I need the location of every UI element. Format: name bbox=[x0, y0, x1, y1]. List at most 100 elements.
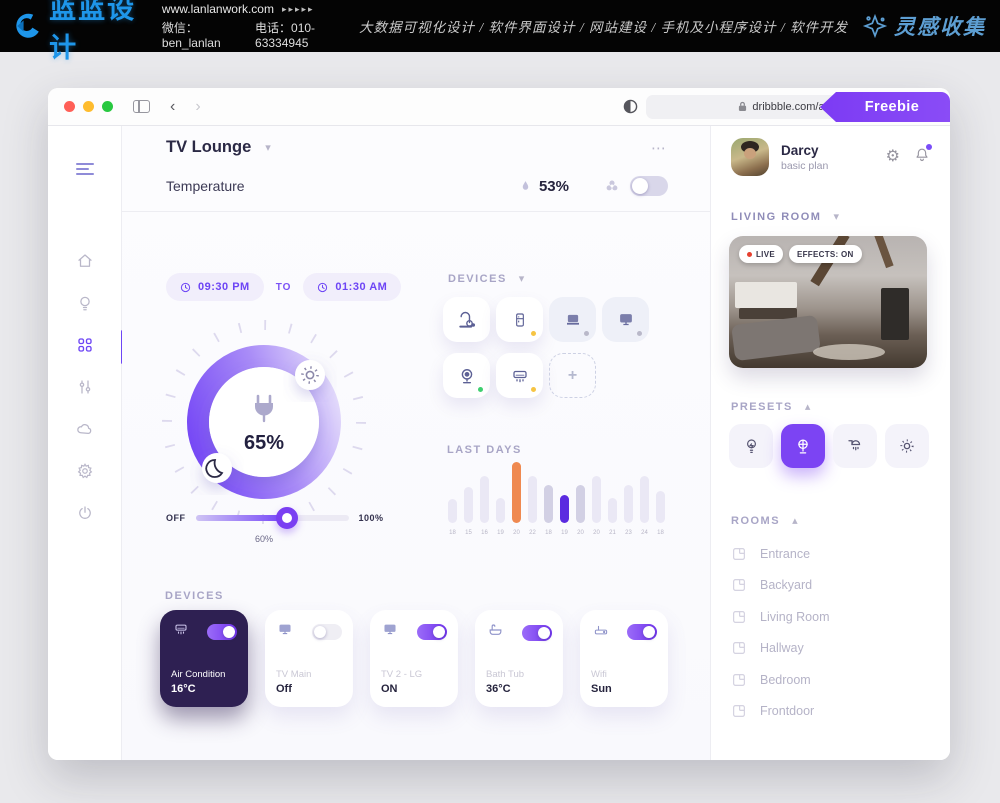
device-card-wifi[interactable]: Wifi Sun bbox=[580, 610, 668, 707]
room-item-living-room[interactable]: Living Room bbox=[731, 601, 934, 633]
back-button[interactable]: ‹ bbox=[170, 97, 176, 115]
room-item-bedroom[interactable]: Bedroom bbox=[731, 664, 934, 696]
chart-bar bbox=[656, 491, 665, 523]
traffic-lights bbox=[64, 101, 113, 112]
device-toggle[interactable] bbox=[627, 624, 657, 640]
room-item-backyard[interactable]: Backyard bbox=[731, 570, 934, 602]
nav-lights[interactable] bbox=[48, 282, 122, 324]
sparkle-icon bbox=[862, 13, 888, 39]
nav-settings-sliders[interactable] bbox=[48, 366, 122, 408]
room-plan-icon bbox=[733, 673, 745, 686]
slider-track[interactable] bbox=[195, 507, 349, 529]
last-days-bars bbox=[448, 457, 665, 523]
preset-sun[interactable] bbox=[885, 424, 929, 468]
device-toggle[interactable] bbox=[312, 624, 342, 640]
lanlan-logo[interactable]: 蓝蓝设计 bbox=[14, 0, 142, 65]
user-name: Darcy bbox=[781, 142, 819, 158]
fridge-icon bbox=[515, 312, 524, 327]
device-tile-air-conditioner[interactable] bbox=[496, 353, 543, 398]
devices-grid: + bbox=[443, 297, 649, 398]
zoom-window-button[interactable] bbox=[102, 101, 113, 112]
device-toggle[interactable] bbox=[522, 624, 552, 641]
room-plan-icon bbox=[733, 579, 745, 592]
rooms-caret-icon[interactable]: ▴ bbox=[792, 515, 798, 527]
device-toggle[interactable] bbox=[417, 624, 447, 640]
webcam-icon bbox=[461, 368, 472, 383]
slider-knob[interactable] bbox=[275, 507, 298, 529]
add-device-button[interactable]: + bbox=[549, 353, 596, 398]
laptop-icon bbox=[566, 314, 579, 325]
temperature-dial[interactable]: 65% bbox=[158, 316, 370, 528]
privacy-shield-icon[interactable] bbox=[623, 99, 638, 114]
nav-preferences[interactable] bbox=[48, 450, 122, 492]
page-title: TV Lounge bbox=[166, 138, 252, 156]
notifications-button[interactable] bbox=[914, 144, 932, 168]
room-item-frontdoor[interactable]: Frontdoor bbox=[731, 696, 934, 728]
nav-cloud[interactable] bbox=[48, 408, 122, 450]
chart-bar bbox=[448, 499, 457, 523]
temperature-label: Temperature bbox=[166, 178, 245, 194]
time-from-value: 09:30 PM bbox=[198, 281, 250, 293]
profile-row: Darcy basic plan ⚙ bbox=[731, 138, 932, 176]
title-caret-icon[interactable]: ▾ bbox=[265, 142, 271, 154]
nav-dashboard[interactable] bbox=[48, 324, 124, 366]
chart-bar bbox=[592, 476, 601, 523]
banner-contact: www.lanlanwork.com ▸▸▸▸▸ 微信：ben_lanlan 电… bbox=[162, 2, 345, 50]
device-card-tv-main[interactable]: TV Main Off bbox=[265, 610, 353, 707]
status-dot bbox=[478, 387, 483, 392]
device-card-name: Wifi bbox=[591, 669, 607, 680]
preset-shower[interactable] bbox=[833, 424, 877, 468]
lanlan-logo-icon bbox=[16, 13, 39, 38]
dial-ticks bbox=[162, 320, 366, 524]
nav-home[interactable] bbox=[48, 240, 122, 282]
room-name: Frontdoor bbox=[760, 704, 815, 719]
status-dot bbox=[531, 387, 536, 392]
chart-bar bbox=[640, 476, 649, 523]
forward-button[interactable]: › bbox=[195, 97, 201, 115]
time-to-pill[interactable]: 01:30 AM bbox=[303, 273, 402, 301]
devices-caret-icon[interactable]: ▾ bbox=[518, 273, 525, 285]
banner-wechat: 微信：ben_lanlan bbox=[161, 21, 221, 50]
room-item-entrance[interactable]: Entrance bbox=[731, 538, 934, 570]
minimize-window-button[interactable] bbox=[83, 101, 94, 112]
time-from-pill[interactable]: 09:30 PM bbox=[166, 273, 264, 301]
nav-power[interactable] bbox=[48, 492, 122, 534]
device-card-value: Off bbox=[276, 683, 292, 695]
settings-gear-icon[interactable]: ⚙ bbox=[885, 148, 900, 165]
presets-caret-icon[interactable]: ▴ bbox=[804, 401, 811, 413]
avatar[interactable] bbox=[731, 138, 769, 176]
device-tile-vacuum[interactable] bbox=[443, 297, 490, 342]
device-card-bath-tub[interactable]: Bath Tub 36°C bbox=[475, 610, 563, 707]
night-mode-badge[interactable] bbox=[202, 453, 232, 483]
chart-bar bbox=[480, 476, 489, 523]
monitor-icon bbox=[619, 313, 632, 325]
day-mode-badge[interactable] bbox=[295, 360, 325, 390]
air-conditioner-icon bbox=[175, 624, 187, 635]
tv-icon bbox=[279, 624, 291, 635]
last-days-labels: 18 15 16 19 20 22 18 19 20 20 21 23 24 18 bbox=[448, 530, 665, 536]
device-card-name: Bath Tub bbox=[486, 669, 525, 680]
more-options-button[interactable]: ⋯ bbox=[651, 139, 668, 157]
browser-sidebar-icon[interactable] bbox=[133, 100, 150, 113]
device-tile-fridge[interactable] bbox=[496, 297, 543, 342]
banner-brand: 灵感收集 bbox=[862, 11, 986, 41]
device-tile-monitor[interactable] bbox=[602, 297, 649, 342]
device-tile-webcam[interactable] bbox=[443, 353, 490, 398]
banner-site[interactable]: www.lanlanwork.com bbox=[161, 2, 274, 16]
room-item-hallway[interactable]: Hallway bbox=[731, 633, 934, 665]
living-room-caret-icon[interactable]: ▾ bbox=[833, 211, 839, 223]
presets-label: PRESETS bbox=[731, 400, 793, 413]
preset-disco[interactable] bbox=[781, 424, 825, 468]
device-toggle[interactable] bbox=[207, 624, 237, 640]
device-tile-laptop[interactable] bbox=[549, 297, 596, 342]
bulb-icon bbox=[746, 439, 756, 453]
menu-button[interactable] bbox=[48, 150, 122, 188]
camera-feed[interactable]: LIVE EFFECTS: ON bbox=[729, 236, 927, 368]
freebie-ribbon[interactable]: Freebie bbox=[820, 92, 950, 122]
preset-bulb[interactable] bbox=[729, 424, 773, 468]
fan-toggle[interactable] bbox=[630, 176, 668, 196]
close-window-button[interactable] bbox=[64, 101, 75, 112]
device-card-tv2[interactable]: TV 2 - LG ON bbox=[370, 610, 458, 707]
slider-fill bbox=[195, 515, 280, 521]
device-card-air-condition[interactable]: Air Condition 16°C bbox=[160, 610, 248, 707]
